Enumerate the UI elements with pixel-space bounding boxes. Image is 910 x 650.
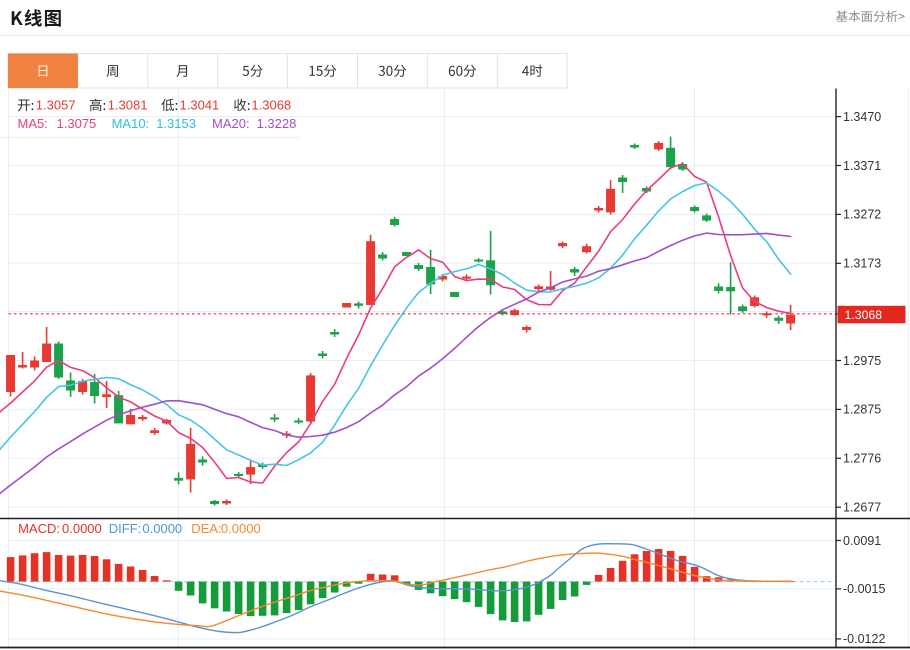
svg-text:MA20:: MA20: — [212, 116, 250, 131]
svg-text:0.0000: 0.0000 — [62, 521, 102, 536]
svg-text:MACD:: MACD: — [18, 521, 60, 536]
svg-text:1.2776: 1.2776 — [843, 452, 881, 466]
svg-text:0.0000: 0.0000 — [142, 521, 182, 536]
svg-text:0.0000: 0.0000 — [221, 521, 261, 536]
svg-text:MA10:: MA10: — [112, 116, 150, 131]
svg-text:1.3068: 1.3068 — [845, 308, 883, 322]
svg-text:MA5:: MA5: — [18, 116, 48, 131]
svg-text:1.3068: 1.3068 — [251, 97, 291, 112]
svg-text:DEA:: DEA: — [191, 521, 221, 536]
svg-text:1.3075: 1.3075 — [57, 116, 97, 131]
svg-text:1.3470: 1.3470 — [843, 110, 881, 124]
svg-text:-0.0015: -0.0015 — [843, 582, 885, 596]
svg-text:1.3272: 1.3272 — [843, 208, 881, 222]
svg-text:1.2677: 1.2677 — [843, 501, 881, 515]
svg-text:1.3081: 1.3081 — [108, 97, 148, 112]
svg-text:-0.0122: -0.0122 — [843, 632, 885, 646]
svg-text:1.3057: 1.3057 — [36, 97, 76, 112]
svg-text:1.3173: 1.3173 — [843, 257, 881, 271]
svg-text:1.3371: 1.3371 — [843, 159, 881, 173]
svg-text:DIFF:: DIFF: — [109, 521, 142, 536]
svg-text:1.3228: 1.3228 — [257, 116, 297, 131]
svg-text:1.2975: 1.2975 — [843, 354, 881, 368]
svg-text:1.3153: 1.3153 — [156, 116, 196, 131]
svg-text:1.2875: 1.2875 — [843, 403, 881, 417]
svg-text:1.3041: 1.3041 — [180, 97, 220, 112]
svg-text:0.0091: 0.0091 — [843, 534, 881, 548]
